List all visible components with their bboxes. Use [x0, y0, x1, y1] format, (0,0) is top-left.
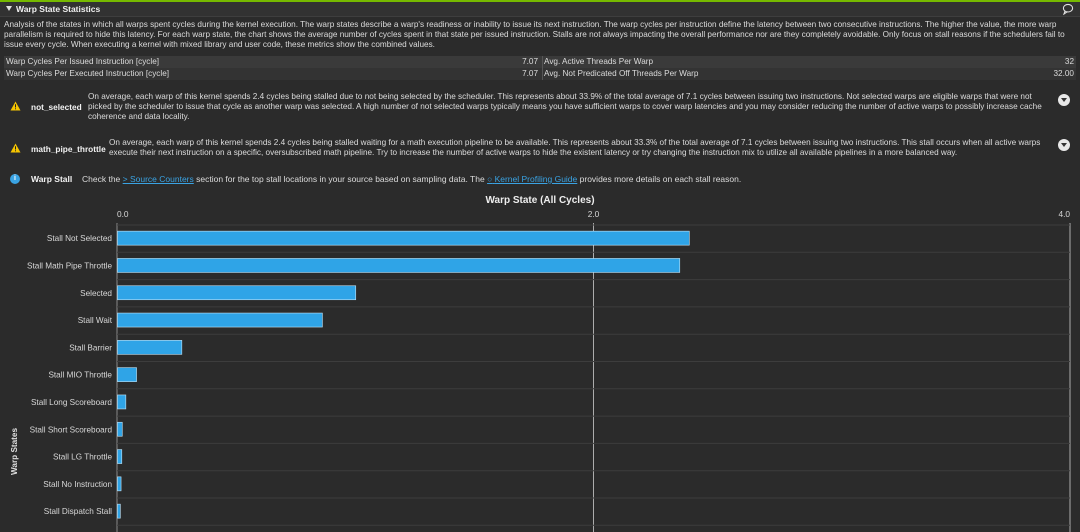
section-accent-line	[0, 0, 1080, 2]
kernel-profiling-guide-link[interactable]: ○ Kernel Profiling Guide	[487, 174, 577, 184]
issue-not-selected: not_selected On average, each warp of th…	[4, 90, 1076, 126]
issue-text: On average, each warp of this kernel spe…	[88, 92, 1042, 121]
category-label: Stall Short Scoreboard	[30, 425, 113, 434]
info-text: Check the > Source Counters section for …	[82, 174, 741, 184]
bar	[117, 449, 123, 464]
source-counters-link[interactable]: > Source Counters	[122, 174, 194, 184]
chart-plot: 0.0 2.0 4.0 Stall Not Selected Stall Math Pi…	[27, 209, 1071, 532]
info-text-before: Check the	[82, 174, 121, 184]
chat-bubble-icon[interactable]	[1062, 3, 1074, 15]
metric-label: Avg. Not Predicated Off Threads Per Warp	[544, 69, 699, 78]
bar	[117, 394, 127, 410]
metric-value: 32.00	[1053, 69, 1075, 78]
metric-label: Warp Cycles Per Issued Instruction [cycl…	[6, 57, 160, 66]
metric-value: 7.07	[522, 57, 538, 66]
bar	[117, 476, 122, 492]
warning-triangle-icon	[10, 143, 21, 153]
chevron-down-icon[interactable]	[6, 6, 12, 11]
metric-label: Avg. Active Threads Per Warp	[544, 57, 654, 66]
category-label: Stall Not Selected	[47, 234, 113, 243]
warp-state-chart: Warp State (All Cycles) Warp States 0.0 2…	[0, 190, 1080, 532]
info-text-after: provides more details on each stall reas…	[579, 174, 742, 184]
metric-value: 32	[1064, 57, 1074, 66]
bar	[117, 312, 323, 328]
section-title: Warp State Statistics	[16, 4, 101, 14]
section-description: Analysis of the states in which all warp…	[4, 20, 1065, 49]
category-label: Stall Barrier	[69, 343, 112, 352]
issue-math-pipe-throttle: math_pipe_throttle On average, each warp…	[4, 135, 1076, 163]
bar	[117, 340, 183, 355]
section-header[interactable]: Warp State Statistics	[0, 2, 1080, 17]
bar	[117, 230, 690, 246]
issue-text: On average, each warp of this kernel spe…	[109, 138, 1041, 157]
chart-title: Warp State (All Cycles)	[485, 195, 595, 206]
bar	[117, 367, 137, 382]
bar	[117, 258, 681, 273]
info-name: Warp Stall	[31, 174, 73, 184]
category-label: Stall Wait	[78, 316, 113, 325]
x-tick-label: 4.0	[1058, 209, 1070, 219]
metrics-divider	[542, 56, 543, 80]
x-tick-label: 0.0	[117, 209, 129, 219]
category-label: Stall LG Throttle	[53, 453, 112, 462]
info-circle-icon: i	[10, 174, 20, 184]
category-label: Stall MIO Throttle	[48, 371, 112, 380]
category-label: Selected	[80, 289, 112, 298]
category-label: Stall Dispatch Stall	[44, 507, 112, 516]
expand-button[interactable]	[1058, 94, 1070, 106]
kernel-profiling-guide-label: Kernel Profiling Guide	[494, 174, 578, 184]
warning-triangle-icon	[10, 101, 21, 111]
info-warp-stall: i Warp Stall Check the > Source Counters…	[4, 172, 1076, 186]
metric-label: Warp Cycles Per Executed Instruction [cy…	[6, 69, 170, 78]
issue-name: math_pipe_throttle	[31, 144, 106, 154]
metrics-table: Warp Cycles Per Issued Instruction [cycl…	[4, 56, 1076, 80]
bar	[117, 503, 121, 519]
issue-name: not_selected	[31, 102, 82, 112]
info-text-middle: section for the top stall locations in y…	[196, 174, 485, 184]
metric-value: 7.07	[522, 69, 538, 78]
bar	[117, 285, 357, 301]
metric-row: Warp Cycles Per Executed Instruction [cy…	[4, 68, 1076, 80]
expand-button[interactable]	[1058, 139, 1070, 151]
bar	[117, 421, 123, 437]
category-label: Stall Long Scoreboard	[31, 398, 112, 407]
metric-row: Warp Cycles Per Issued Instruction [cycl…	[4, 56, 1076, 68]
category-label: Stall No Instruction	[43, 480, 112, 489]
category-label: Stall Math Pipe Throttle	[27, 261, 112, 270]
link-icon: ○	[487, 174, 493, 184]
x-tick-label: 2.0	[588, 209, 600, 219]
